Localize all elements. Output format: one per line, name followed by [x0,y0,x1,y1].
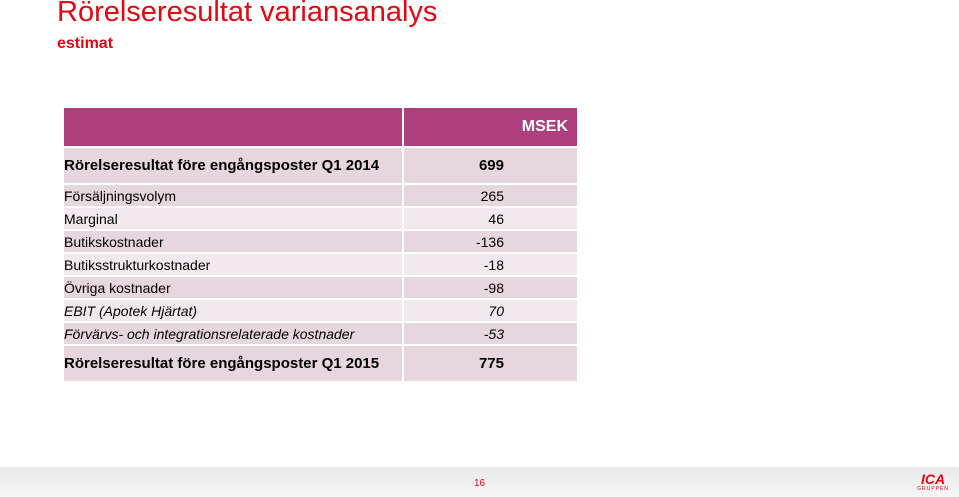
table-row: EBIT (Apotek Hjärtat) 70 [64,300,577,323]
row-label: Övriga kostnader [64,277,404,300]
row-value: 46 [404,208,577,231]
row-value: -136 [404,231,577,254]
row-label: Butiksstrukturkostnader [64,254,404,277]
table-row: Försäljningsvolym 265 [64,185,577,208]
slide-subtitle: estimat [57,35,114,52]
opening-row: Rörelseresultat före engångsposter Q1 20… [64,148,577,185]
closing-value: 775 [404,346,577,383]
variance-table: MSEK Rörelseresultat före engångsposter … [64,108,577,383]
row-value: -53 [404,323,577,346]
header-blank-cell [64,108,404,148]
footer-bar [0,467,959,497]
row-label: EBIT (Apotek Hjärtat) [64,300,404,323]
table-row: Övriga kostnader -98 [64,277,577,300]
logo-subtext: GRUPPEN [917,486,949,492]
slide-title: Rörelseresultat variansanalys [57,0,438,28]
ica-gruppen-logo: ICA GRUPPEN [914,472,952,494]
logo-mark: ICA [920,471,946,487]
row-value: 70 [404,300,577,323]
table-row: Marginal 46 [64,208,577,231]
opening-value: 699 [404,148,577,185]
table-row: Butiksstrukturkostnader -18 [64,254,577,277]
row-label: Förvärvs- och integrationsrelaterade kos… [64,323,404,346]
row-label: Marginal [64,208,404,231]
closing-label: Rörelseresultat före engångsposter Q1 20… [64,346,404,383]
row-label: Försäljningsvolym [64,185,404,208]
opening-label: Rörelseresultat före engångsposter Q1 20… [64,148,404,185]
table-row: Förvärvs- och integrationsrelaterade kos… [64,323,577,346]
row-value: 265 [404,185,577,208]
page-number: 16 [474,478,486,489]
row-value: -18 [404,254,577,277]
row-label: Butikskostnader [64,231,404,254]
closing-row: Rörelseresultat före engångsposter Q1 20… [64,346,577,383]
unit-header: MSEK [404,108,577,148]
table-header-row: MSEK [64,108,577,148]
row-value: -98 [404,277,577,300]
table-row: Butikskostnader -136 [64,231,577,254]
